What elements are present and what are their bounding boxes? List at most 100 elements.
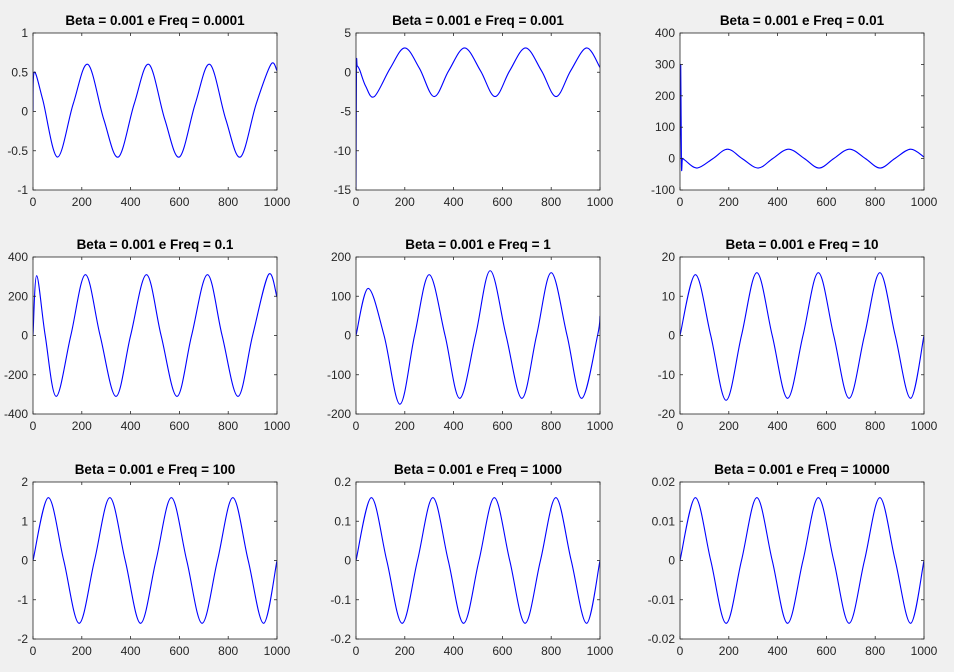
x-tick-label: 400	[444, 419, 464, 433]
subplot-9: 0 200 400 600 800 1000 -0.02 -0.01 0 0.01 0.02 Beta…	[648, 462, 938, 658]
x-tick-label: 800	[218, 195, 238, 209]
x-tick-label: 1000	[911, 195, 938, 209]
plot-area	[33, 33, 277, 190]
x-tick-label: 600	[492, 419, 512, 433]
y-tick-label: 0.1	[334, 514, 351, 528]
x-tick-label: 600	[492, 195, 512, 209]
subplot-title: Beta = 0.001 e Freq = 10	[725, 237, 878, 252]
x-tick-label: 1000	[264, 195, 291, 209]
y-tick-label: -20	[658, 407, 676, 421]
y-tick-label: -0.5	[7, 144, 28, 158]
y-tick-label: 200	[331, 250, 351, 264]
x-tick-label: 600	[816, 195, 836, 209]
x-tick-label: 200	[72, 644, 92, 658]
x-tick-label: 1000	[264, 419, 291, 433]
x-tick-label: 600	[169, 419, 189, 433]
subplot-title: Beta = 0.001 e Freq = 10000	[714, 462, 890, 477]
x-tick-label: 800	[541, 644, 561, 658]
x-tick-label: 1000	[587, 644, 614, 658]
subplot-4: 0 200 400 600 800 1000 -400 -200 0 200 400 Beta = 0…	[4, 237, 291, 433]
x-tick-label: 200	[395, 419, 415, 433]
x-tick-label: 400	[768, 419, 788, 433]
y-tick-label: 0.5	[11, 65, 28, 79]
x-tick-label: 200	[719, 644, 739, 658]
y-tick-label: 0	[668, 152, 675, 166]
x-tick-label: 800	[865, 195, 885, 209]
subplot-5: 0 200 400 600 800 1000 -200 -100 0 100 200 Beta = 0…	[327, 237, 614, 433]
y-tick-label: 1	[21, 26, 28, 40]
y-tick-label: 0	[668, 554, 675, 568]
y-tick-label: -0.2	[330, 632, 351, 646]
y-tick-label: 10	[662, 289, 676, 303]
y-tick-label: -400	[4, 407, 28, 421]
subplot-1: 0 200 400 600 800 1000 -1 -0.5 0 0.5 1 Beta = 0.001…	[7, 13, 290, 209]
x-tick-label: 200	[719, 195, 739, 209]
x-tick-label: 600	[169, 195, 189, 209]
x-tick-label: 400	[121, 195, 141, 209]
series-line-1	[33, 62, 277, 158]
y-tick-label: -100	[327, 368, 351, 382]
y-tick-label: -2	[17, 632, 28, 646]
x-tick-label: 400	[444, 644, 464, 658]
series-line-1	[356, 270, 600, 405]
plot-area	[356, 257, 600, 414]
series-line-1	[680, 497, 924, 624]
series-line-1	[33, 273, 277, 397]
y-tick-label: 1	[21, 514, 28, 528]
plot-area	[680, 33, 924, 190]
x-tick-label: 200	[395, 644, 415, 658]
y-tick-label: -200	[327, 407, 351, 421]
y-tick-label: 0	[21, 554, 28, 568]
x-tick-label: 600	[492, 644, 512, 658]
series-line-1	[680, 272, 924, 401]
x-tick-label: 400	[121, 419, 141, 433]
x-tick-label: 200	[395, 195, 415, 209]
x-tick-label: 1000	[587, 195, 614, 209]
subplot-title: Beta = 0.001 e Freq = 1000	[394, 462, 562, 477]
subplot-title: Beta = 0.001 e Freq = 0.001	[392, 13, 564, 28]
y-tick-label: -0.01	[648, 593, 676, 607]
y-tick-label: -1	[17, 183, 28, 197]
x-tick-label: 600	[816, 419, 836, 433]
y-tick-label: -10	[658, 368, 676, 382]
series-line-1	[356, 47, 600, 190]
x-tick-label: 0	[353, 195, 360, 209]
subplot-6: 0 200 400 600 800 1000 -20 -10 0 10 20 Beta = 0.001…	[658, 237, 938, 433]
y-tick-label: 5	[344, 26, 351, 40]
y-tick-label: 200	[655, 89, 675, 103]
x-tick-label: 0	[30, 419, 37, 433]
y-tick-label: 100	[331, 289, 351, 303]
x-tick-label: 800	[218, 644, 238, 658]
y-tick-label: -15	[334, 183, 352, 197]
x-tick-label: 800	[865, 419, 885, 433]
x-tick-label: 400	[444, 195, 464, 209]
x-tick-label: 1000	[911, 419, 938, 433]
x-tick-label: 800	[218, 419, 238, 433]
subplot-title: Beta = 0.001 e Freq = 1	[405, 237, 551, 252]
x-tick-label: 0	[677, 195, 684, 209]
x-tick-label: 0	[677, 644, 684, 658]
x-tick-label: 0	[30, 644, 37, 658]
y-tick-label: -5	[340, 105, 351, 119]
y-tick-label: 20	[662, 250, 676, 264]
subplot-title: Beta = 0.001 e Freq = 0.01	[720, 13, 885, 28]
y-tick-label: 0	[344, 554, 351, 568]
series-line-1	[33, 497, 277, 624]
y-tick-label: 0	[344, 65, 351, 79]
x-tick-label: 1000	[264, 644, 291, 658]
x-tick-label: 400	[768, 644, 788, 658]
y-tick-label: 0.02	[652, 475, 676, 489]
x-tick-label: 400	[121, 644, 141, 658]
subplot-7: 0 200 400 600 800 1000 -2 -1 0 1 2 Beta = 0.001 e F…	[17, 462, 290, 658]
x-tick-label: 200	[719, 419, 739, 433]
y-tick-label: 400	[8, 250, 28, 264]
y-tick-label: -100	[651, 183, 675, 197]
subplot-title: Beta = 0.001 e Freq = 0.1	[77, 237, 234, 252]
x-tick-label: 1000	[911, 644, 938, 658]
x-tick-label: 600	[816, 644, 836, 658]
x-tick-label: 0	[353, 419, 360, 433]
y-tick-label: -1	[17, 593, 28, 607]
x-tick-label: 800	[541, 195, 561, 209]
y-tick-label: -10	[334, 144, 352, 158]
